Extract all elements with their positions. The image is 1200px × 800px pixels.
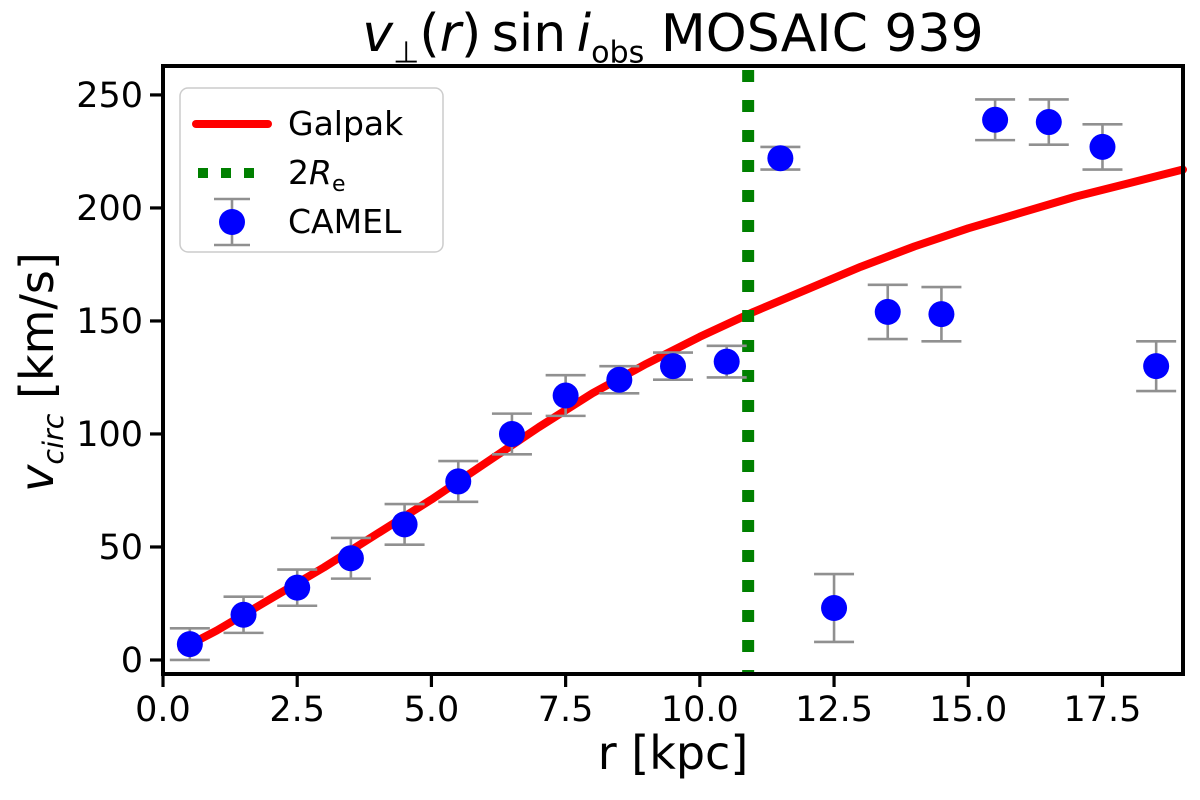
- data-point: [284, 574, 311, 601]
- y-tick-label: 100: [76, 415, 143, 455]
- data-point: [176, 631, 203, 658]
- title-close-paren: ): [461, 4, 482, 64]
- data-point: [337, 545, 364, 572]
- data-point: [982, 106, 1009, 133]
- data-point: [874, 298, 901, 325]
- legend-label-2re: 2Re: [288, 153, 345, 197]
- legend-swatch-marker: [219, 209, 245, 235]
- chart-title: v⊥(r) sin iobs MOSAIC 939: [163, 4, 1183, 70]
- legend-label-galpak: Galpak: [288, 104, 404, 143]
- y-axis-label: vcirc [km/s]: [10, 252, 70, 492]
- x-tick-label: 10.0: [661, 690, 739, 730]
- x-tick-label: 17.5: [1064, 690, 1142, 730]
- ylabel-v: v: [9, 464, 64, 492]
- data-point: [1089, 133, 1116, 160]
- title-obs-subscript: obs: [591, 35, 645, 71]
- axes-frame: [161, 64, 1185, 676]
- data-point: [1143, 353, 1170, 380]
- legend-box: [179, 87, 444, 253]
- title-v: v: [362, 4, 394, 64]
- x-tick-label: 15.0: [929, 690, 1007, 730]
- data-point: [821, 595, 848, 622]
- ylabel-circ-subscript: circ: [37, 413, 71, 465]
- x-tick-label: 7.5: [538, 690, 594, 730]
- data-point: [1035, 109, 1062, 136]
- data-point: [660, 353, 686, 380]
- y-tick-label: 0: [121, 641, 143, 681]
- y-tick-label: 250: [76, 76, 143, 116]
- title-sin: sin: [491, 4, 567, 64]
- legend-label-camel: CAMEL: [288, 202, 402, 241]
- x-tick-label: 5.0: [404, 690, 460, 730]
- data-point: [230, 601, 257, 628]
- title-rest: MOSAIC 939: [644, 4, 984, 64]
- title-open-paren: (: [419, 4, 440, 64]
- data-point: [498, 420, 525, 447]
- galpak-model-line: [177, 165, 1187, 653]
- data-point: [928, 301, 955, 328]
- title-i: i: [576, 4, 592, 64]
- x-tick-label: 0.0: [135, 690, 191, 730]
- ylabel-unit: [km/s]: [9, 252, 64, 414]
- title-r: r: [439, 4, 462, 64]
- y-tick-label: 150: [76, 302, 143, 342]
- y-tick-label: 50: [98, 528, 143, 568]
- x-tick-label: 12.5: [795, 690, 873, 730]
- data-point: [767, 145, 794, 172]
- x-axis-label: r [kpc]: [597, 726, 749, 780]
- data-point: [445, 468, 472, 495]
- y-tick-label: 200: [76, 189, 143, 229]
- data-point: [713, 348, 740, 375]
- data-point: [391, 511, 418, 538]
- title-perp-subscript: ⊥: [393, 35, 420, 71]
- x-tick-label: 2.5: [269, 690, 325, 730]
- data-point: [606, 366, 633, 393]
- data-point: [552, 382, 579, 409]
